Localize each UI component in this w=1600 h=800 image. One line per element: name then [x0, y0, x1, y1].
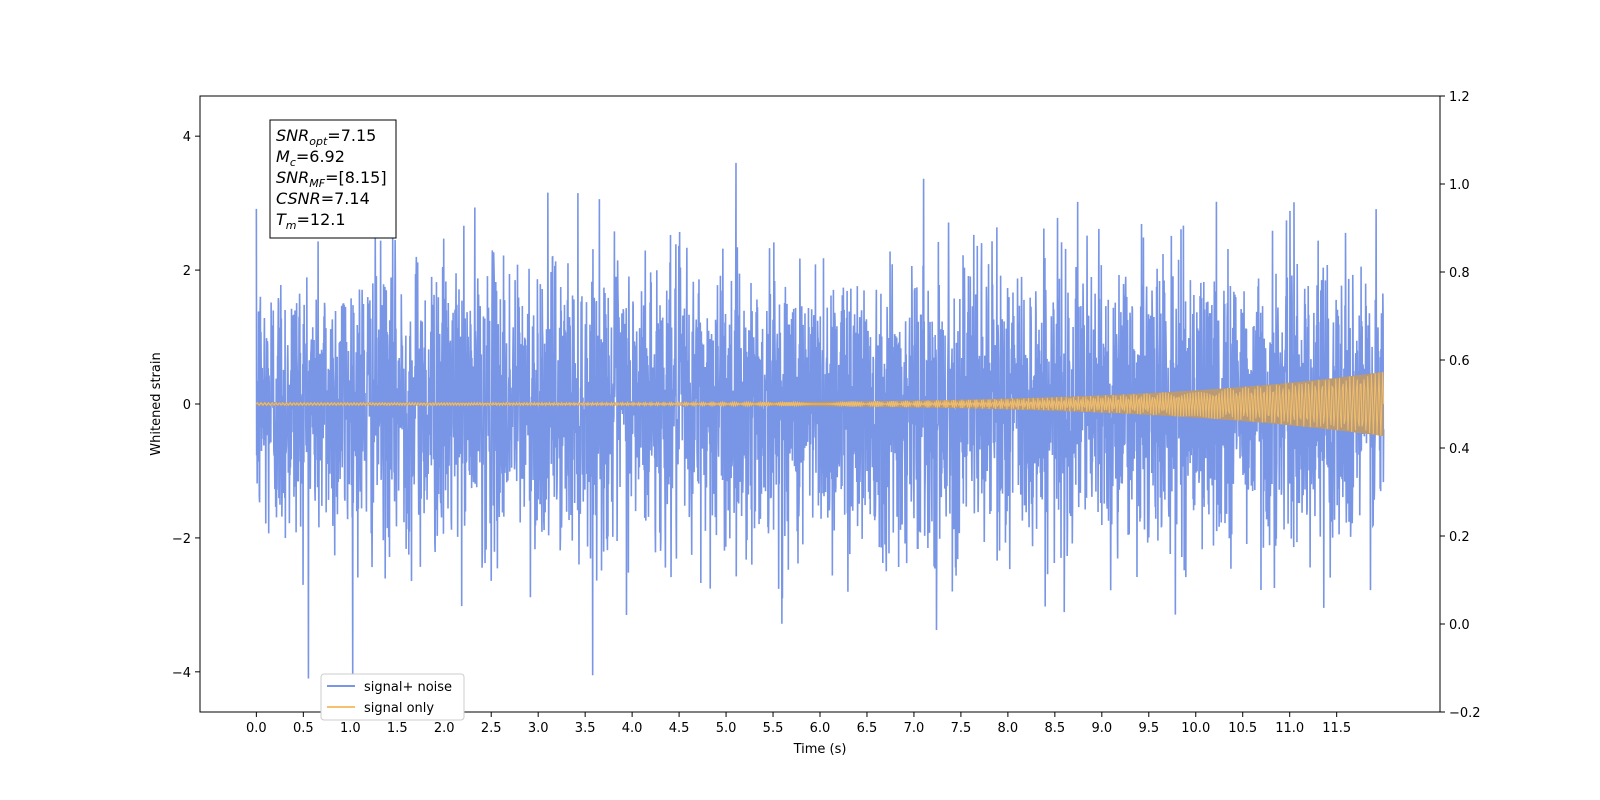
plot-layer [256, 163, 1383, 679]
y-tick-label: −2 [172, 532, 191, 547]
annotation-line: Mc=6.92 [276, 147, 345, 169]
y-tick-label: 2 [183, 264, 191, 279]
x-tick-label: 10.5 [1228, 721, 1257, 736]
x-tick-label: 0.0 [246, 721, 267, 736]
annotation-box: SNRopt=7.15Mc=6.92SNRMF=[8.15]CSNR=7.14T… [270, 120, 396, 238]
x-tick-label: 2.0 [434, 721, 455, 736]
annotation-line: SNRMF=[8.15] [276, 168, 387, 190]
x-tick-label: 5.0 [716, 721, 737, 736]
x-axis-label: Time (s) [793, 742, 847, 757]
x-tick-label: 11.5 [1322, 721, 1351, 736]
annotation-line: CSNR=7.14 [276, 189, 370, 208]
y-tick-label: −4 [172, 666, 191, 681]
x-tick-label: 9.5 [1138, 721, 1159, 736]
x-tick-label: 10.0 [1181, 721, 1210, 736]
series-signal-noise [256, 163, 1383, 679]
x-tick-label: 8.0 [998, 721, 1019, 736]
x-tick-label: 4.0 [622, 721, 643, 736]
y2-axis-ticks: −0.2 0.0 0.2 0.4 0.6 0.8 1.0 1.2 [1440, 90, 1481, 721]
y2-tick-label: 1.2 [1449, 90, 1470, 105]
y-axis-ticks: −4 −2 0 2 4 [172, 130, 200, 681]
x-tick-label: 6.0 [810, 721, 831, 736]
x-tick-label: 5.5 [763, 721, 784, 736]
x-tick-label: 0.5 [293, 721, 314, 736]
legend-label-signal-only: signal only [364, 701, 434, 716]
x-tick-label: 11.0 [1275, 721, 1304, 736]
x-tick-label: 8.5 [1045, 721, 1066, 736]
x-tick-label: 4.5 [669, 721, 690, 736]
x-tick-label: 2.5 [481, 721, 502, 736]
y2-tick-label: 0.2 [1449, 530, 1470, 545]
x-tick-label: 7.0 [904, 721, 925, 736]
x-tick-label: 1.0 [340, 721, 361, 736]
y2-tick-label: 0.8 [1449, 266, 1470, 281]
plot-area [256, 163, 1383, 679]
y2-tick-label: 0.4 [1449, 442, 1470, 457]
x-tick-label: 1.5 [387, 721, 408, 736]
legend: signal+ noise signal only [321, 674, 464, 720]
y-tick-label: 4 [183, 130, 191, 145]
x-tick-label: 3.0 [528, 721, 549, 736]
y2-tick-label: 0.0 [1449, 618, 1470, 633]
y2-tick-label: −0.2 [1449, 706, 1481, 721]
legend-label-signal-noise: signal+ noise [364, 680, 452, 695]
y-axis-label: Whitened strain [149, 352, 164, 455]
x-tick-label: 7.5 [951, 721, 972, 736]
y2-tick-label: 1.0 [1449, 178, 1470, 193]
y2-tick-label: 0.6 [1449, 354, 1470, 369]
x-tick-label: 6.5 [857, 721, 878, 736]
y-tick-label: 0 [183, 398, 191, 413]
x-tick-label: 3.5 [575, 721, 596, 736]
x-tick-label: 9.0 [1091, 721, 1112, 736]
